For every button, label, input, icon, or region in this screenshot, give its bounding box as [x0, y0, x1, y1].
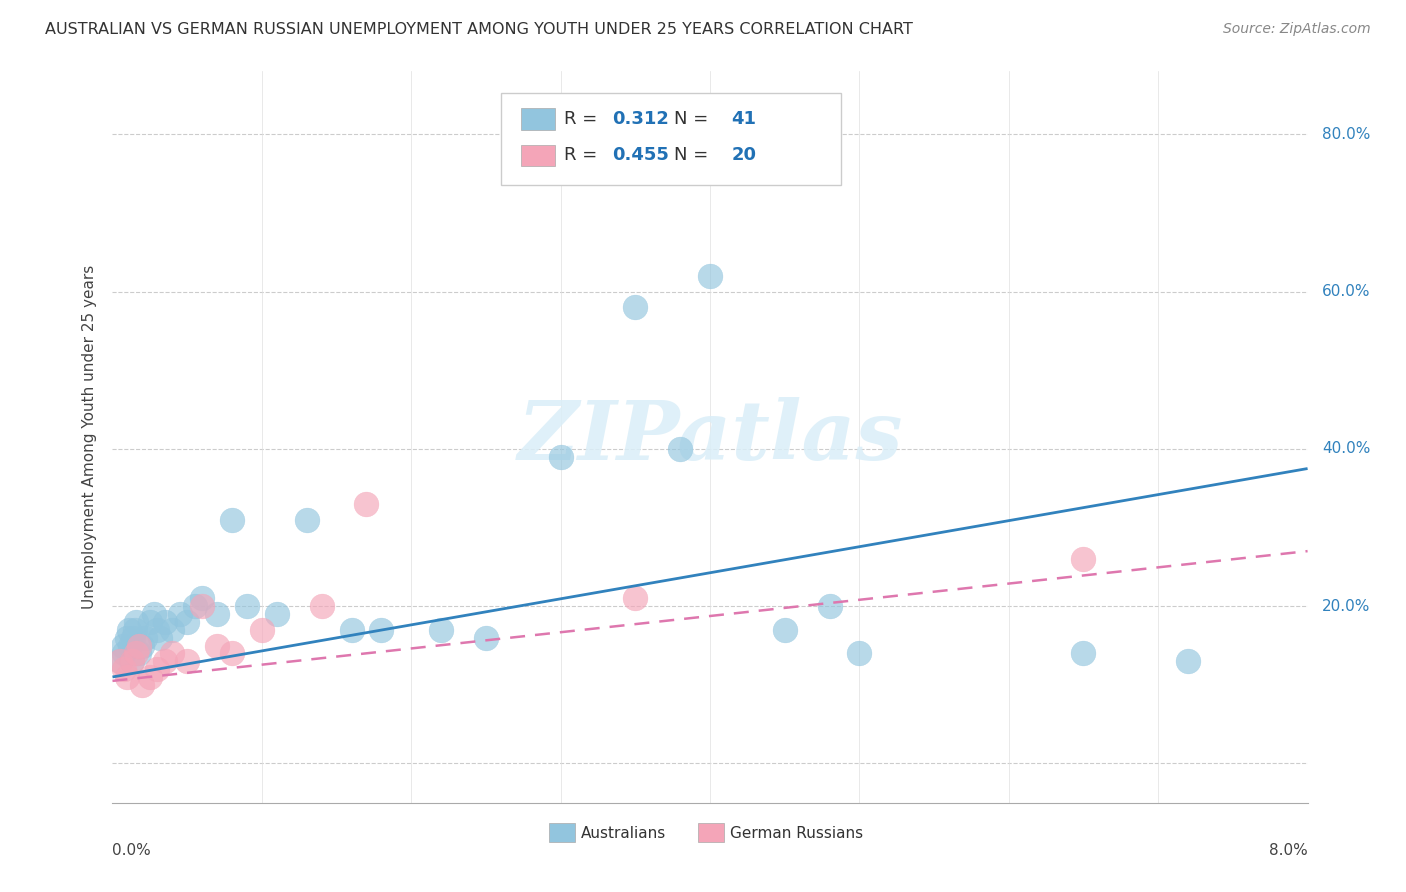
Text: 20: 20 [731, 146, 756, 164]
Point [699, 268, 721, 283]
Point [221, 513, 243, 527]
Point [311, 599, 333, 614]
Point [848, 646, 870, 660]
Text: N =: N = [675, 146, 714, 164]
Point [139, 615, 162, 629]
Text: 8.0%: 8.0% [1268, 843, 1308, 858]
Point [205, 639, 228, 653]
Point [117, 670, 139, 684]
Point [121, 654, 143, 668]
Point [624, 301, 647, 315]
Point [176, 654, 198, 668]
Point [191, 591, 214, 606]
Point [120, 639, 142, 653]
Bar [548, 823, 575, 842]
Point [139, 670, 162, 684]
FancyBboxPatch shape [501, 94, 842, 185]
Point [773, 623, 796, 637]
Text: 0.312: 0.312 [612, 110, 669, 128]
Point [124, 623, 146, 637]
Point [111, 639, 134, 653]
Point [108, 654, 131, 668]
Text: R =: R = [564, 146, 603, 164]
Point [169, 607, 191, 621]
Point [356, 497, 378, 511]
Text: Australians: Australians [581, 826, 666, 841]
Point [153, 615, 176, 629]
Point [128, 639, 150, 653]
Point [153, 654, 176, 668]
Point [669, 442, 692, 456]
Point [134, 631, 156, 645]
Point [1177, 654, 1199, 668]
Text: N =: N = [675, 110, 714, 128]
Point [125, 615, 148, 629]
Point [266, 607, 288, 621]
Point [162, 623, 183, 637]
Point [430, 623, 453, 637]
Point [191, 599, 214, 614]
Point [117, 631, 139, 645]
Point [1073, 552, 1095, 566]
Text: Source: ZipAtlas.com: Source: ZipAtlas.com [1223, 22, 1371, 37]
Point [176, 615, 198, 629]
Point [624, 591, 647, 606]
Bar [522, 108, 554, 130]
Text: AUSTRALIAN VS GERMAN RUSSIAN UNEMPLOYMENT AMONG YOUTH UNDER 25 YEARS CORRELATION: AUSTRALIAN VS GERMAN RUSSIAN UNEMPLOYMEN… [45, 22, 912, 37]
Point [475, 631, 498, 645]
Text: R =: R = [564, 110, 603, 128]
Point [143, 607, 166, 621]
Text: 0.0%: 0.0% [112, 843, 152, 858]
Text: 0.455: 0.455 [612, 146, 669, 164]
Point [1073, 646, 1095, 660]
Point [295, 513, 318, 527]
Point [205, 607, 228, 621]
Point [183, 599, 205, 614]
Point [131, 678, 153, 692]
Text: German Russians: German Russians [730, 826, 863, 841]
Point [370, 623, 392, 637]
Text: ZIPatlas: ZIPatlas [517, 397, 903, 477]
Text: 40.0%: 40.0% [1322, 442, 1371, 457]
Y-axis label: Unemployment Among Youth under 25 years: Unemployment Among Youth under 25 years [82, 265, 97, 609]
Point [146, 623, 169, 637]
Point [146, 662, 169, 676]
Point [131, 639, 153, 653]
Point [108, 654, 131, 668]
Bar [699, 823, 724, 842]
Bar [522, 145, 554, 167]
Point [818, 599, 841, 614]
Point [125, 646, 148, 660]
Point [118, 623, 141, 637]
Point [121, 654, 143, 668]
Point [149, 631, 172, 645]
Point [122, 631, 145, 645]
Point [221, 646, 243, 660]
Text: 41: 41 [731, 110, 756, 128]
Point [114, 646, 135, 660]
Point [340, 623, 363, 637]
Point [162, 646, 183, 660]
Point [550, 450, 572, 464]
Text: 80.0%: 80.0% [1322, 127, 1371, 142]
Point [236, 599, 259, 614]
Text: 20.0%: 20.0% [1322, 599, 1371, 614]
Point [114, 662, 135, 676]
Point [250, 623, 273, 637]
Point [128, 646, 150, 660]
Text: 60.0%: 60.0% [1322, 284, 1371, 299]
